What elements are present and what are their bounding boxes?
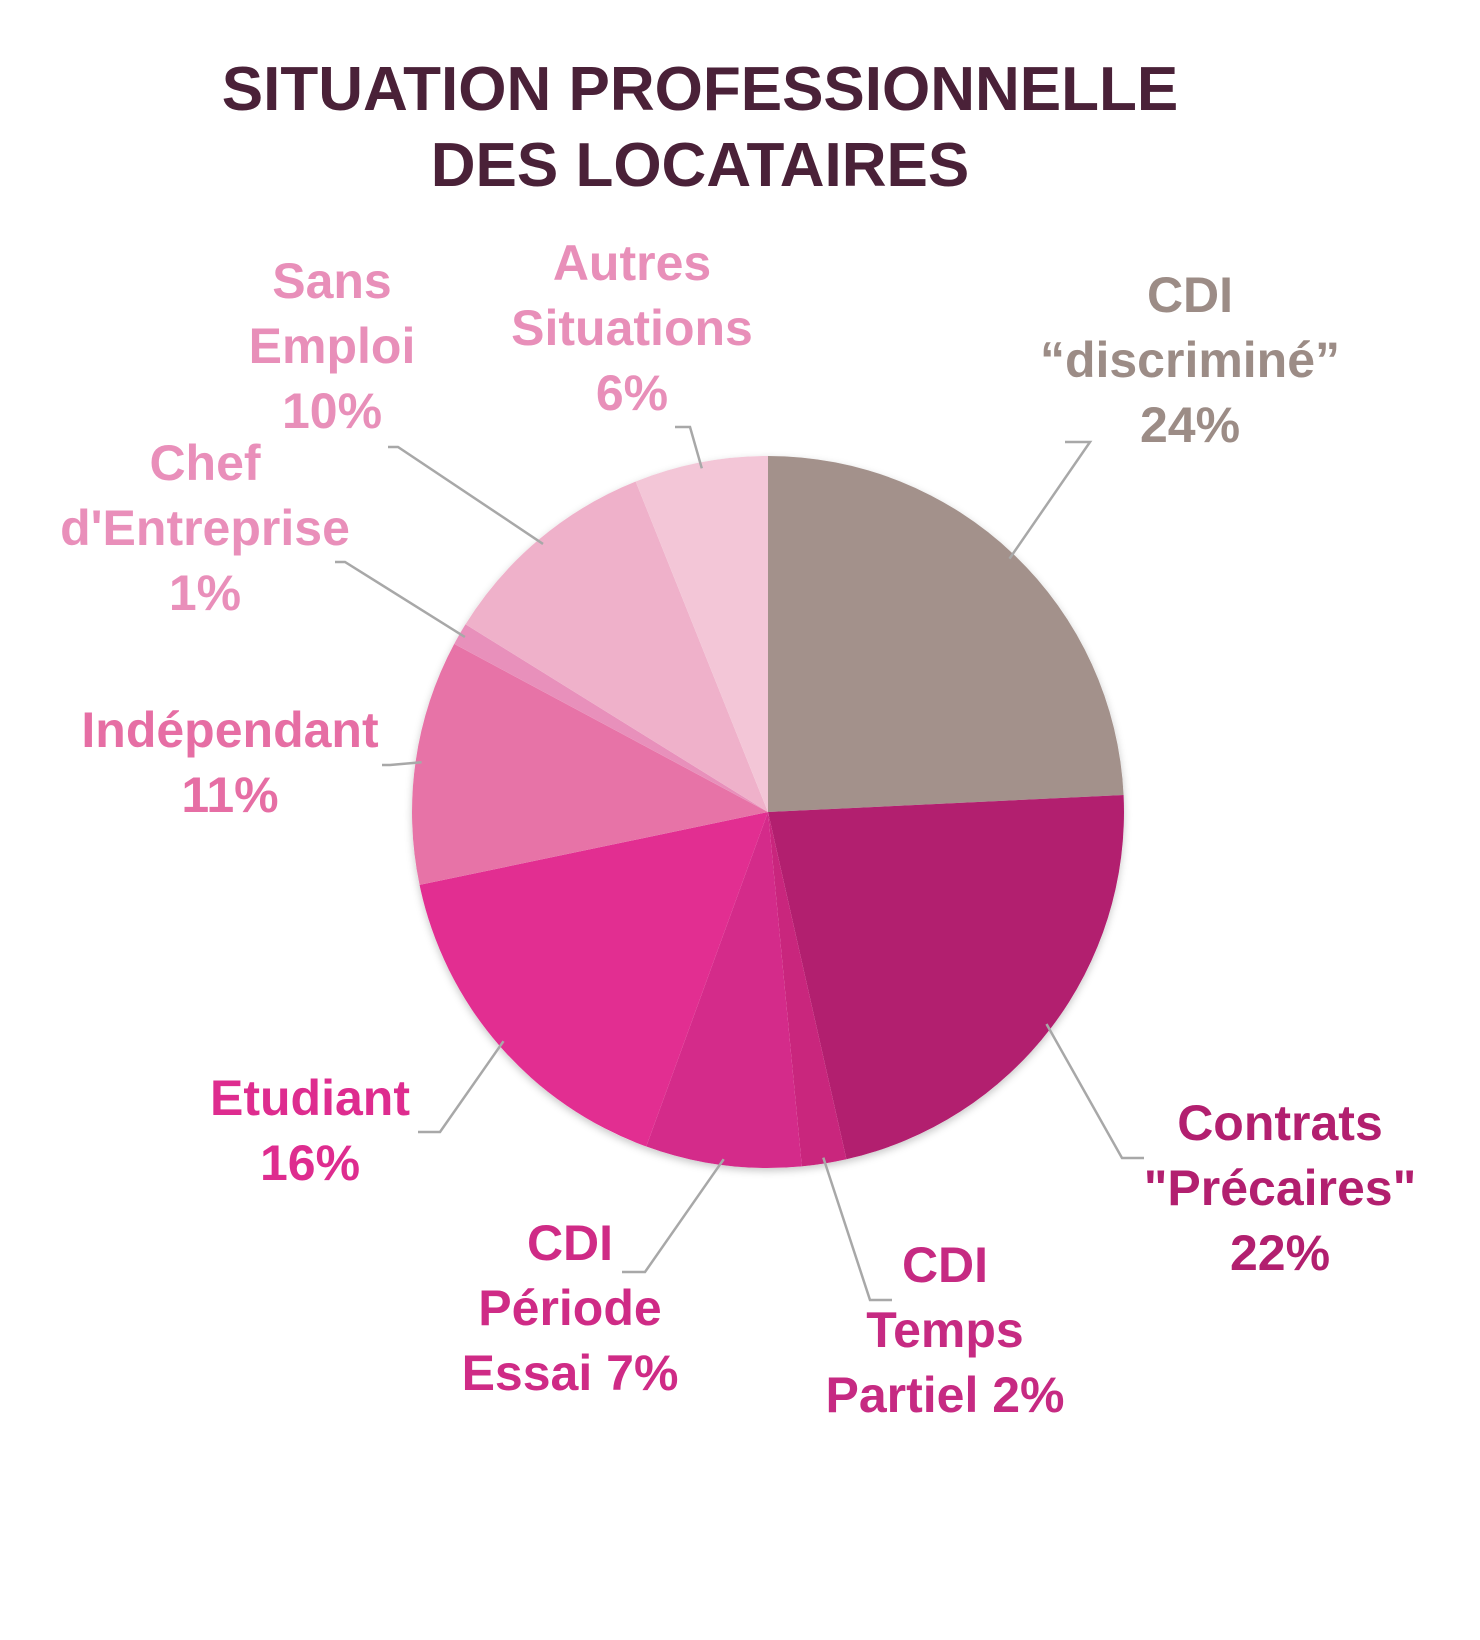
- slice-label-line: Contrats: [1177, 1095, 1383, 1151]
- leader-line: [1045, 1023, 1144, 1160]
- slice-label: Etudiant 16%: [210, 1070, 410, 1191]
- leader-line: [388, 445, 544, 545]
- slice-label: CDI Temps Partiel 2%: [825, 1237, 1064, 1423]
- leader-line: [335, 560, 466, 639]
- slice-label-line: Partiel 2%: [825, 1367, 1064, 1423]
- slice-label-line: Indépendant: [81, 702, 379, 758]
- leader-line: [675, 425, 704, 469]
- slice-label: CDI Période Essai 7%: [462, 1215, 679, 1401]
- slice-label-line: CDI: [1147, 267, 1233, 323]
- slice-label: Sans Emploi 10%: [249, 253, 416, 439]
- slice-label-line: d'Entreprise: [60, 500, 350, 556]
- leader-line: [622, 1158, 725, 1274]
- slice-label-line: Emploi: [249, 318, 416, 374]
- pie-slice: [768, 795, 1125, 1160]
- slice-label-line: Situations: [511, 300, 753, 356]
- pie-slice: [646, 812, 802, 1169]
- chart-title-line-1: SITUATION PROFESSIONNELLE: [222, 55, 1178, 124]
- slice-label-line: 16%: [260, 1135, 360, 1191]
- slice-label-line: Chef: [149, 435, 260, 491]
- slice-label-line: 24%: [1140, 397, 1240, 453]
- slice-label-line: “discriminé”: [1040, 332, 1340, 388]
- pie-slice: [768, 812, 847, 1167]
- leader-line: [382, 760, 422, 767]
- pie-slice: [412, 643, 768, 885]
- slice-label-line: 22%: [1230, 1225, 1330, 1281]
- pie-slice: [454, 624, 768, 812]
- slice-label-line: Période: [478, 1280, 661, 1336]
- slice-label: Autres Situations 6%: [511, 235, 753, 421]
- pie-slice: [768, 456, 1124, 812]
- chart-title-line-2: DES LOCATAIRES: [431, 131, 970, 200]
- slice-label-line: "Précaires": [1144, 1160, 1417, 1216]
- slice-label: CDI “discriminé” 24%: [1040, 267, 1340, 453]
- slice-label: Contrats "Précaires" 22%: [1144, 1095, 1417, 1281]
- slice-label: Chef d'Entreprise 1%: [60, 435, 350, 621]
- slice-label-line: Etudiant: [210, 1070, 410, 1126]
- slice-label-line: 11%: [181, 767, 278, 823]
- leader-line: [418, 1040, 505, 1134]
- slice-label-line: Essai 7%: [462, 1345, 679, 1401]
- slice-label-line: CDI: [527, 1215, 613, 1271]
- slice-label-line: 10%: [282, 383, 382, 439]
- pie-slice: [465, 481, 768, 812]
- pie-slice: [419, 812, 768, 1147]
- slice-label-line: Temps: [866, 1302, 1023, 1358]
- slice-label-line: 6%: [596, 365, 668, 421]
- slice-label-line: Sans: [272, 253, 392, 309]
- leader-line: [1008, 440, 1093, 560]
- leader-line: [822, 1157, 892, 1302]
- pie-slice: [635, 456, 768, 812]
- slice-label: Indépendant 11%: [81, 702, 379, 823]
- slice-label-line: 1%: [169, 565, 241, 621]
- slice-label-line: Autres: [553, 235, 711, 291]
- slice-label-line: CDI: [902, 1237, 988, 1293]
